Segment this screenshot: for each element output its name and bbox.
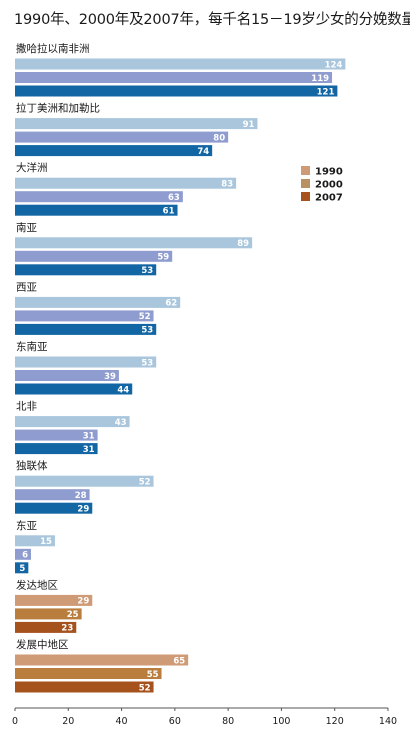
bar (15, 654, 189, 666)
x-axis-tick-label: 140 (379, 716, 397, 727)
x-axis-tick-label: 0 (12, 716, 18, 727)
bar-value-label: 53 (141, 266, 153, 276)
legend-swatch (301, 192, 310, 201)
bar-value-label: 62 (165, 299, 177, 309)
category-label: 大洋洲 (16, 161, 48, 174)
bar-value-label: 29 (77, 505, 89, 515)
bar (15, 264, 157, 276)
bar-value-label: 25 (67, 610, 79, 620)
bar (15, 429, 98, 441)
bar (15, 489, 90, 501)
bar (15, 296, 181, 308)
bar (15, 356, 157, 368)
x-axis-tick-label: 20 (62, 716, 74, 727)
x-axis-tick-label: 80 (222, 716, 234, 727)
bar-value-label: 83 (221, 180, 233, 190)
bar-value-label: 65 (173, 656, 185, 666)
chart-title: 1990年、2000年及2007年，每千名15－19岁少女的分娩数量 (14, 12, 410, 28)
bar (15, 535, 55, 547)
category-label: 东亚 (16, 519, 37, 532)
bar-value-label: 53 (141, 326, 153, 336)
category-label: 西亚 (16, 281, 37, 293)
bar-value-label: 55 (147, 670, 159, 680)
legend-label: 1990 (315, 167, 343, 178)
bar (15, 310, 154, 322)
category-label: 发展中地区 (16, 638, 69, 651)
bar (15, 370, 119, 381)
bar-value-label: 44 (117, 385, 129, 395)
category-label: 南亚 (16, 221, 37, 234)
bar-value-label: 31 (83, 431, 95, 441)
bar (15, 191, 183, 203)
bar-value-label: 124 (325, 60, 343, 70)
bar (15, 237, 253, 249)
x-axis-tick-label: 60 (169, 716, 181, 727)
bar-value-label: 52 (139, 478, 151, 488)
bar-value-label: 59 (157, 253, 169, 263)
bar-value-label: 29 (77, 597, 89, 607)
bar (15, 608, 82, 620)
category-label: 撒哈拉以南非洲 (16, 42, 90, 55)
category-label: 独联体 (16, 459, 48, 472)
x-axis-tick-label: 120 (326, 716, 344, 727)
bar-value-label: 121 (317, 87, 335, 97)
bar-value-label: 80 (213, 133, 225, 143)
bar-value-label: 52 (139, 683, 151, 693)
bar-value-label: 43 (115, 418, 127, 428)
bar (15, 323, 157, 335)
bar-value-label: 39 (104, 372, 116, 382)
bar (15, 131, 229, 143)
bar (15, 58, 346, 70)
bar-value-label: 89 (237, 239, 249, 249)
category-label: 拉丁美洲和加勒比 (16, 102, 100, 115)
bar-value-label: 23 (61, 624, 73, 634)
bar (15, 250, 173, 262)
bar-value-label: 52 (139, 312, 151, 322)
bar-value-label: 6 (22, 551, 28, 561)
legend-label: 2000 (315, 180, 343, 191)
bar-value-label: 28 (75, 491, 87, 501)
category-label: 东南亚 (16, 340, 48, 353)
bar-value-label: 63 (168, 193, 180, 203)
bar (15, 681, 154, 693)
x-axis-tick-label: 40 (116, 716, 128, 727)
legend-label: 2007 (315, 193, 343, 204)
bar (15, 85, 338, 97)
bar-value-label: 119 (311, 74, 329, 84)
bar (15, 548, 31, 560)
bar (15, 621, 77, 633)
bar (15, 594, 93, 606)
bar-value-label: 61 (163, 207, 175, 217)
bar (15, 145, 213, 157)
bar (15, 118, 258, 130)
bar (15, 204, 178, 216)
legend-swatch (301, 166, 310, 175)
bar (15, 475, 154, 487)
bar-value-label: 91 (243, 120, 255, 130)
bar (15, 443, 98, 455)
bar-value-label: 5 (19, 564, 25, 574)
bar-value-label: 15 (40, 537, 52, 547)
x-axis-tick-label: 100 (272, 716, 290, 727)
bar (15, 668, 162, 679)
legend-swatch (301, 179, 310, 188)
bar-value-label: 74 (197, 147, 209, 157)
bar (15, 416, 130, 428)
bar (15, 383, 133, 395)
bar-value-label: 53 (141, 358, 153, 368)
bar (15, 177, 237, 189)
bar (15, 562, 29, 574)
bar-value-label: 31 (83, 445, 95, 455)
category-label: 发达地区 (16, 578, 58, 591)
bar (15, 502, 93, 514)
category-label: 北非 (16, 401, 37, 413)
bar (15, 72, 333, 83)
